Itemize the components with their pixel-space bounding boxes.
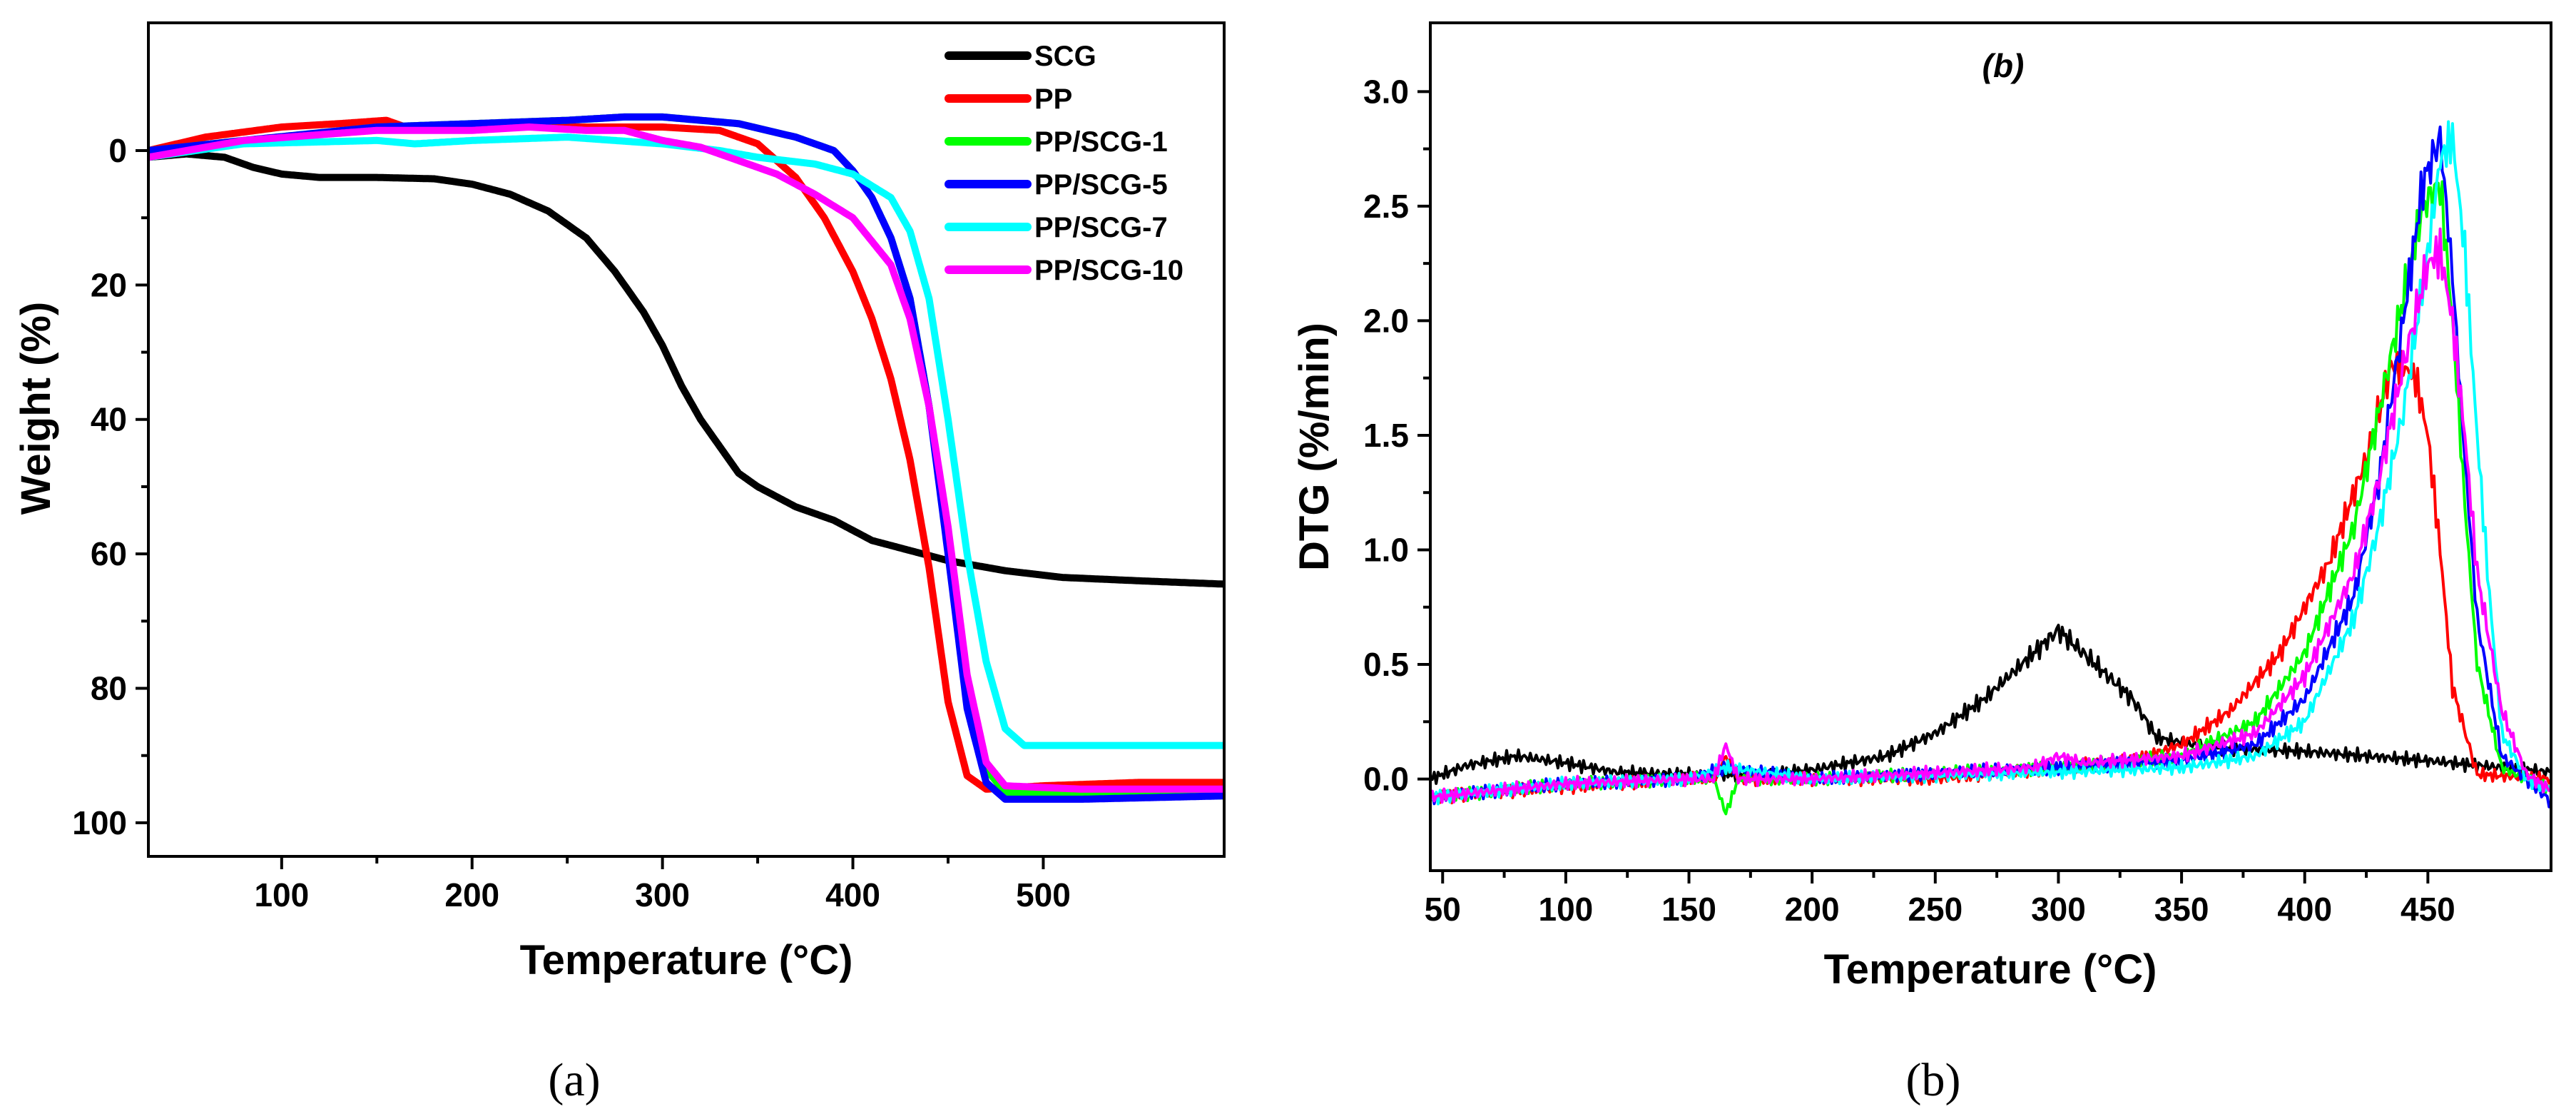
dtg-y-tick-label: 0.5 — [1363, 646, 1409, 683]
dtg-y-axis-label: DTG (%/min) — [1291, 323, 1338, 571]
tga-plot-frame — [147, 21, 1226, 858]
dtg-y-tick-label: 2.5 — [1363, 188, 1409, 225]
dtg-series-pp — [1430, 350, 2551, 805]
dtg-x-axis-label: Temperature (°C) — [1824, 946, 2157, 993]
tga-legend: SCG PP PP/SCG-1 PP/SCG-5 PP/SCG-7 PP/SCG-10 — [945, 41, 1183, 286]
tga-axes: 100 200 300 400 500 0 20 40 60 80 100 — [72, 132, 1071, 913]
dtg-y-tick-label: 3.0 — [1363, 73, 1409, 110]
dtg-y-tick-label: 0.0 — [1363, 761, 1409, 798]
tga-x-axis-label: Temperature (°C) — [520, 937, 853, 983]
tga-series-scg — [148, 150, 1224, 588]
dtg-x-tick-label: 100 — [1539, 891, 1594, 928]
dtg-y-tick-label: 1.0 — [1363, 531, 1409, 568]
tga-y-axis-label: Weight (%) — [13, 302, 59, 515]
tga-legend-label: PP/SCG-10 — [1034, 255, 1183, 286]
dtg-x-tick-label: 450 — [2401, 891, 2455, 928]
tga-legend-label: PP — [1034, 83, 1072, 115]
tga-x-tick-label: 200 — [444, 876, 499, 913]
dtg-plot-frame — [1429, 21, 2552, 872]
tga-x-tick-label: 400 — [825, 876, 880, 913]
tga-legend-label: PP/SCG-7 — [1034, 212, 1168, 243]
tga-y-tick-label: 100 — [72, 804, 127, 841]
tga-series-pp-scg-10 — [148, 123, 1224, 793]
tga-legend-label: PP/SCG-5 — [1034, 169, 1168, 201]
tga-x-tick-label: 300 — [635, 876, 690, 913]
dtg-x-tick-label: 150 — [1661, 891, 1716, 928]
tga-x-tick-label: 100 — [254, 876, 309, 913]
dtg-series-pp-scg-10 — [1430, 227, 2551, 804]
dtg-panel: 50 100 150 200 250 300 350 400 450 0.0 0.5 1.0 1.5 2.… — [1291, 21, 2552, 993]
dtg-y-tick-label: 1.5 — [1363, 417, 1409, 454]
dtg-panel-tag: (b) — [1982, 47, 2025, 84]
tga-y-tick-label: 80 — [91, 670, 127, 707]
tga-series-layer — [148, 113, 1224, 803]
dtg-x-tick-label: 50 — [1425, 891, 1461, 928]
dtg-series-layer — [1430, 120, 2551, 816]
tga-legend-label: PP/SCG-1 — [1034, 126, 1168, 158]
tga-legend-label: SCG — [1034, 41, 1096, 72]
dtg-x-tick-label: 250 — [1908, 891, 1962, 928]
dtg-x-tick-label: 300 — [2031, 891, 2086, 928]
tga-x-tick-label: 500 — [1016, 876, 1071, 913]
caption-a: (a) — [548, 1054, 600, 1106]
tga-y-tick-label: 20 — [91, 266, 127, 303]
dtg-x-tick-label: 350 — [2154, 891, 2209, 928]
tga-panel: 100 200 300 400 500 0 20 40 60 80 100 Temperature … — [13, 21, 1226, 983]
tga-y-tick-label: 40 — [91, 401, 127, 438]
dtg-x-tick-label: 200 — [1785, 891, 1840, 928]
caption-b: (b) — [1906, 1054, 1961, 1106]
tga-y-tick-label: 0 — [108, 132, 127, 169]
dtg-series-scg — [1430, 624, 2551, 785]
dtg-axes: 50 100 150 200 250 300 350 400 450 0.0 0.5 1.0 1.5 2.… — [1363, 73, 2455, 928]
dtg-y-tick-label: 2.0 — [1363, 302, 1409, 339]
tga-y-tick-label: 60 — [91, 535, 127, 572]
dtg-x-tick-label: 400 — [2277, 891, 2332, 928]
